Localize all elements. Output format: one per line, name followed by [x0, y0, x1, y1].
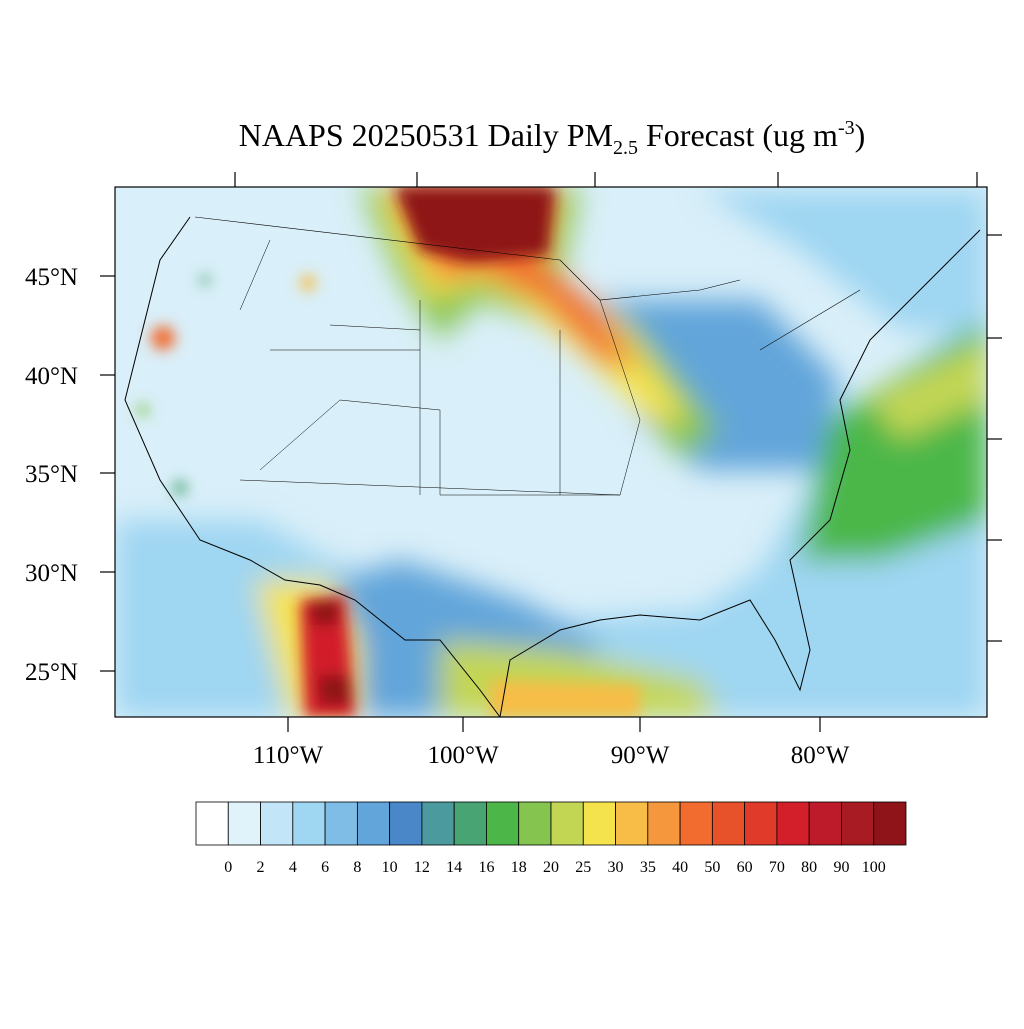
colorbar-label: 90 — [833, 859, 849, 876]
colorbar-label: 30 — [608, 859, 624, 876]
lat-label: 35°N — [25, 461, 78, 488]
colorbar-box — [356, 801, 391, 846]
colorbar-label: 100 — [862, 859, 886, 876]
colorbar-box — [550, 801, 584, 846]
colorbar-label: 20 — [543, 859, 559, 876]
colorbar-label: 16 — [478, 859, 494, 876]
colorbar-label: 0 — [224, 859, 232, 876]
lat-label: 40°N — [25, 363, 78, 390]
colorbar-label: 40 — [672, 859, 688, 876]
colorbar-box — [227, 801, 261, 846]
lon-label: 90°W — [611, 742, 670, 769]
colorbar-box — [195, 801, 229, 846]
colorbar: 0 2 4 6 8 10 12 14 16 18 20 25 30 35 40 50 60 70 80 90 100 — [195, 801, 907, 876]
axis-labels: 45°N 40°N 35°N 30°N 25°N 110°W 100°W 90°W 80°W — [25, 264, 850, 769]
colorbar-box — [679, 801, 713, 846]
title: NAAPS 20250531 Daily PM2.5 Forecast (ug … — [239, 117, 866, 159]
colorbar-box — [615, 801, 649, 846]
map-field — [115, 187, 987, 717]
lat-label: 30°N — [25, 560, 78, 587]
colorbar-box — [711, 801, 746, 846]
colorbar-box — [582, 801, 616, 846]
colorbar-label: 18 — [511, 859, 527, 876]
colorbar-label: 8 — [353, 859, 361, 876]
lat-label: 45°N — [25, 264, 78, 291]
colorbar-box — [873, 801, 907, 846]
colorbar-box — [647, 801, 681, 846]
title-main: NAAPS 20250531 Daily PM — [239, 117, 613, 153]
map-frame — [114, 186, 988, 718]
title-unit: Forecast (ug m — [638, 117, 838, 153]
title-subscript: 2.5 — [613, 137, 638, 159]
colorbar-label: 6 — [321, 859, 329, 876]
colorbar-box — [841, 801, 875, 846]
boundaries — [124, 216, 981, 717]
lon-label: 100°W — [427, 742, 498, 769]
colorbar-box — [808, 801, 842, 846]
colorbar-box — [744, 801, 778, 846]
colorbar-label: 4 — [289, 859, 297, 876]
colorbar-box — [453, 801, 487, 846]
title-close: ) — [855, 117, 866, 153]
colorbar-box — [776, 801, 810, 846]
lon-label: 110°W — [253, 742, 324, 769]
colorbar-box — [292, 801, 326, 846]
colorbar-label: 80 — [801, 859, 817, 876]
colorbar-label: 70 — [769, 859, 785, 876]
colorbar-box — [324, 801, 358, 846]
colorbar-box — [518, 801, 552, 846]
colorbar-label: 2 — [257, 859, 265, 876]
colorbar-box — [389, 801, 423, 846]
colorbar-box — [486, 801, 520, 846]
colorbar-box — [421, 801, 455, 846]
frame-ticks — [100, 172, 1002, 732]
title-superscript: -3 — [838, 117, 855, 139]
colorbar-label: 60 — [737, 859, 753, 876]
lat-label: 25°N — [25, 659, 78, 686]
colorbar-label: 50 — [704, 859, 720, 876]
lon-label: 80°W — [791, 742, 850, 769]
colorbar-box — [260, 801, 294, 846]
colorbar-label: 35 — [640, 859, 656, 876]
colorbar-label: 14 — [446, 859, 462, 876]
colorbar-label: 25 — [575, 859, 591, 876]
colorbar-label: 12 — [414, 859, 430, 876]
colorbar-label: 10 — [382, 859, 398, 876]
